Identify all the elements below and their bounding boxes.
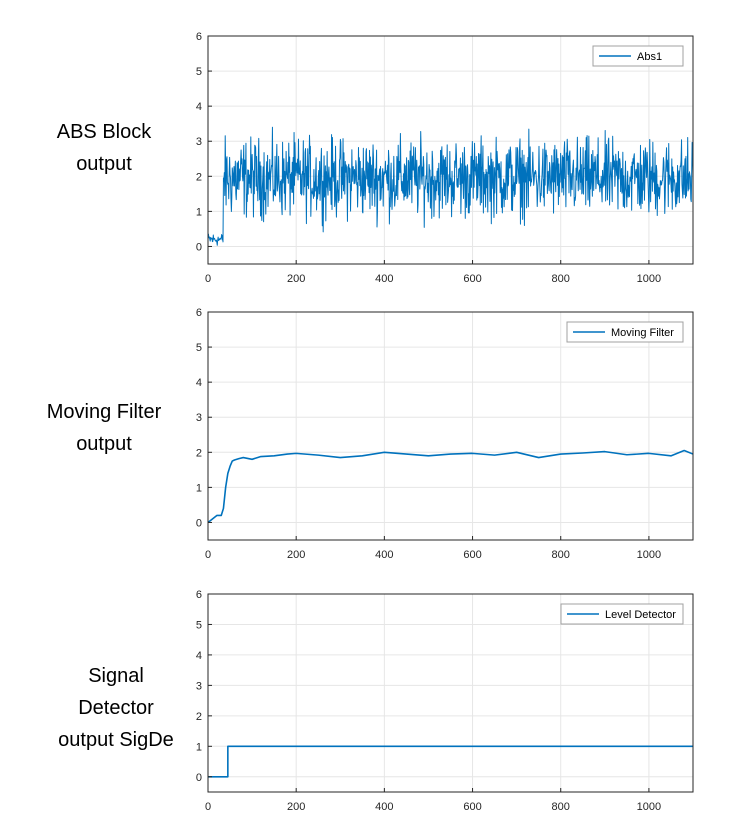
y-tick-label: 0 <box>196 772 202 784</box>
x-tick-label: 600 <box>463 273 481 285</box>
y-tick-label: 1 <box>196 206 202 218</box>
y-tick-label: 2 <box>196 447 202 459</box>
y-tick-label: 1 <box>196 482 202 494</box>
x-tick-label: 800 <box>552 549 570 561</box>
plot-area <box>208 312 693 540</box>
y-tick-label: 5 <box>196 342 202 354</box>
x-tick-label: 1000 <box>637 549 661 561</box>
y-tick-label: 2 <box>196 171 202 183</box>
chart-panel-2: 0 200 400 600 800 1000 0 1 2 3 4 5 6 Moving Filter <box>196 307 694 561</box>
x-tick-label: 1000 <box>637 801 661 813</box>
legend: Level Detector <box>560 603 684 625</box>
legend-box <box>592 45 684 67</box>
y-tick-label: 0 <box>196 241 202 253</box>
legend-box <box>560 603 684 625</box>
chart-panel-3: 0 200 400 600 800 1000 0 1 2 3 4 5 6 Level Detector <box>196 589 694 813</box>
y-tick-label: 0 <box>196 517 202 529</box>
y-tick-label: 3 <box>196 412 202 424</box>
panel-2-side-label: Moving Filter output <box>46 401 162 455</box>
legend: Abs1 <box>592 45 684 67</box>
y-tick-label: 3 <box>196 136 202 148</box>
x-tick-label: 400 <box>375 801 393 813</box>
axes-frame <box>207 311 694 541</box>
legend-label: Level Detector <box>605 609 676 621</box>
x-tick-label: 0 <box>205 273 211 285</box>
panel-3-side-label: Signal Detector output SigDe <box>58 665 174 751</box>
x-tick-label: 400 <box>375 273 393 285</box>
x-tick-label: 400 <box>375 549 393 561</box>
x-tick-label: 0 <box>205 801 211 813</box>
legend: Moving Filter <box>566 321 684 343</box>
legend-label: Moving Filter <box>611 327 674 339</box>
y-tick-label: 6 <box>196 589 202 601</box>
x-tick-label: 200 <box>287 273 305 285</box>
y-tick-label: 5 <box>196 619 202 631</box>
x-tick-label: 800 <box>552 273 570 285</box>
x-tick-label: 600 <box>463 801 481 813</box>
chart-panel-1: 0 200 400 600 800 1000 0 1 2 3 4 5 6 Abs1 <box>196 31 694 285</box>
plot-area <box>208 36 693 264</box>
x-tick-label: 0 <box>205 549 211 561</box>
y-tick-label: 6 <box>196 31 202 43</box>
series-line-1 <box>207 126 694 246</box>
y-tick-label: 1 <box>196 741 202 753</box>
y-tick-label: 4 <box>196 377 202 389</box>
legend-label: Abs1 <box>637 51 662 63</box>
y-tick-label: 2 <box>196 711 202 723</box>
x-tick-label: 1000 <box>637 273 661 285</box>
legend-box <box>566 321 684 343</box>
x-tick-label: 800 <box>552 801 570 813</box>
series-line-2 <box>207 449 694 524</box>
panel-1-side-label: ABS Block output <box>56 121 152 175</box>
plot-area <box>208 594 693 792</box>
series-line-3 <box>208 745 693 778</box>
x-tick-label: 200 <box>287 801 305 813</box>
y-tick-label: 5 <box>196 66 202 78</box>
axes-frame <box>207 593 694 793</box>
axes-frame <box>207 35 694 265</box>
x-tick-label: 200 <box>287 549 305 561</box>
x-tick-label: 600 <box>463 549 481 561</box>
y-tick-label: 3 <box>196 680 202 692</box>
y-tick-label: 6 <box>196 307 202 319</box>
y-tick-label: 4 <box>196 650 202 662</box>
y-tick-label: 4 <box>196 101 202 113</box>
